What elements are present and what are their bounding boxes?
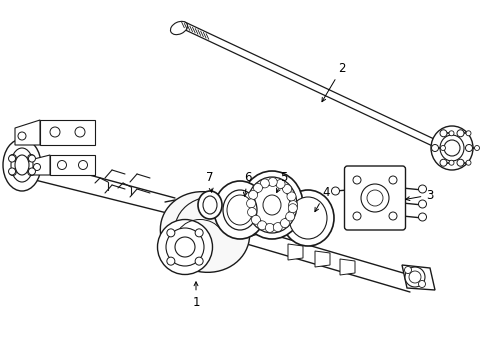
Circle shape <box>465 160 470 165</box>
Ellipse shape <box>203 196 217 214</box>
Circle shape <box>28 154 35 161</box>
FancyBboxPatch shape <box>344 166 405 230</box>
Circle shape <box>288 201 297 210</box>
Circle shape <box>79 161 87 170</box>
Circle shape <box>388 176 396 184</box>
Circle shape <box>8 155 16 162</box>
Circle shape <box>418 200 426 208</box>
Circle shape <box>246 199 255 208</box>
Circle shape <box>388 212 396 220</box>
Circle shape <box>166 229 175 237</box>
Circle shape <box>75 127 85 137</box>
Ellipse shape <box>15 155 29 175</box>
Text: 5: 5 <box>276 171 287 193</box>
Circle shape <box>28 155 36 162</box>
Circle shape <box>248 190 257 199</box>
Circle shape <box>280 219 289 228</box>
Circle shape <box>366 190 382 206</box>
Circle shape <box>418 185 426 193</box>
Polygon shape <box>30 155 50 175</box>
Circle shape <box>166 257 175 265</box>
Circle shape <box>448 160 453 165</box>
Polygon shape <box>40 120 95 145</box>
Circle shape <box>456 159 463 166</box>
Circle shape <box>8 168 16 175</box>
Circle shape <box>268 177 277 186</box>
Circle shape <box>195 257 203 265</box>
Circle shape <box>360 184 388 212</box>
Circle shape <box>439 159 446 166</box>
Circle shape <box>456 130 463 137</box>
Text: 6: 6 <box>243 171 251 196</box>
Circle shape <box>195 229 203 237</box>
Circle shape <box>253 183 262 192</box>
Ellipse shape <box>282 190 333 246</box>
Circle shape <box>58 161 66 170</box>
Circle shape <box>175 237 195 257</box>
Ellipse shape <box>226 195 252 225</box>
Polygon shape <box>50 155 95 175</box>
Circle shape <box>273 222 282 231</box>
Circle shape <box>251 215 260 224</box>
Circle shape <box>9 154 16 161</box>
Circle shape <box>288 204 297 213</box>
Circle shape <box>265 223 274 232</box>
Polygon shape <box>314 251 329 267</box>
Ellipse shape <box>165 228 203 266</box>
Text: 1: 1 <box>192 282 199 309</box>
Circle shape <box>448 131 453 136</box>
Circle shape <box>18 132 26 140</box>
Polygon shape <box>339 259 354 275</box>
Ellipse shape <box>430 126 472 170</box>
Text: 4: 4 <box>314 185 329 212</box>
Circle shape <box>34 163 41 171</box>
Circle shape <box>439 130 446 137</box>
Circle shape <box>28 168 35 176</box>
Ellipse shape <box>3 139 41 191</box>
Text: 3: 3 <box>405 189 433 202</box>
Ellipse shape <box>263 195 281 215</box>
Circle shape <box>465 144 471 152</box>
Ellipse shape <box>160 192 249 273</box>
Circle shape <box>443 140 459 156</box>
Circle shape <box>408 271 420 283</box>
Circle shape <box>257 221 266 230</box>
Circle shape <box>418 280 425 288</box>
Ellipse shape <box>253 185 289 225</box>
Circle shape <box>404 267 424 287</box>
Ellipse shape <box>288 197 326 239</box>
Polygon shape <box>401 265 434 290</box>
Circle shape <box>430 144 438 152</box>
Circle shape <box>440 145 445 150</box>
Circle shape <box>50 127 60 137</box>
Ellipse shape <box>246 177 296 233</box>
Polygon shape <box>15 120 40 145</box>
Circle shape <box>9 168 16 176</box>
Circle shape <box>286 192 295 201</box>
Circle shape <box>352 176 360 184</box>
Circle shape <box>404 266 411 274</box>
Circle shape <box>285 212 294 221</box>
Text: 2: 2 <box>321 62 345 102</box>
Circle shape <box>473 145 479 150</box>
Circle shape <box>331 187 339 195</box>
Circle shape <box>247 208 256 217</box>
Circle shape <box>418 213 426 221</box>
Ellipse shape <box>214 181 265 239</box>
Circle shape <box>276 180 285 189</box>
Ellipse shape <box>170 21 187 35</box>
Polygon shape <box>287 244 303 260</box>
Circle shape <box>260 179 269 188</box>
Circle shape <box>282 185 291 194</box>
Ellipse shape <box>157 220 212 275</box>
Circle shape <box>28 168 36 175</box>
Ellipse shape <box>198 191 222 219</box>
Ellipse shape <box>223 190 257 230</box>
Text: 7: 7 <box>206 171 213 192</box>
Circle shape <box>352 212 360 220</box>
Ellipse shape <box>241 171 303 239</box>
Ellipse shape <box>439 135 463 161</box>
Circle shape <box>465 131 470 136</box>
Ellipse shape <box>11 148 33 182</box>
